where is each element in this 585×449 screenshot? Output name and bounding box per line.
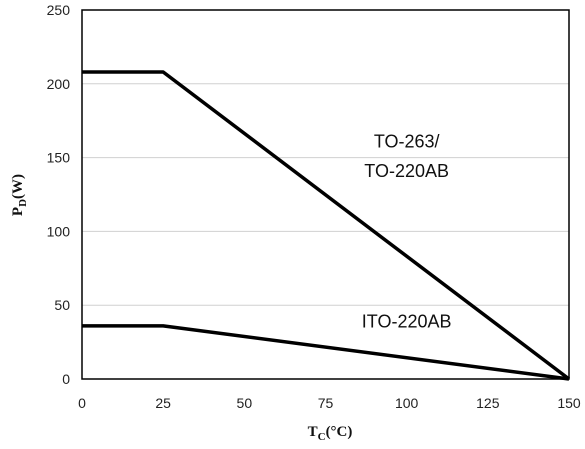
- x-tick-label: 25: [155, 395, 171, 411]
- y-tick-label: 50: [54, 297, 70, 313]
- plot-frame: [81, 9, 570, 380]
- x-tick-label: 0: [78, 395, 86, 411]
- annotation-label: TO-220AB: [364, 161, 449, 181]
- y-tick-labels: 0 50 100 150 200 250: [47, 2, 71, 387]
- y-tick-label: 100: [47, 223, 71, 239]
- series-line-2: [82, 324, 570, 381]
- x-tick-label: 75: [318, 395, 334, 411]
- y-axis-title: PD(W): [10, 174, 29, 216]
- x-tick-label: 125: [476, 395, 500, 411]
- y-tick-label: 150: [47, 150, 71, 166]
- annotations: TO-263/TO-220AB ITO-220AB: [362, 131, 452, 331]
- series-line-1: [82, 70, 571, 381]
- x-tick-labels: 0 25 50 75 100 125 150: [78, 395, 581, 411]
- x-tick-label: 100: [395, 395, 419, 411]
- gridlines: [82, 83, 569, 306]
- y-tick-label: 250: [47, 2, 71, 18]
- y-tick-label: 200: [47, 76, 71, 92]
- annotation-label: ITO-220AB: [362, 311, 452, 331]
- series-layer: [82, 70, 571, 381]
- y-tick-label: 0: [62, 371, 70, 387]
- x-tick-label: 150: [557, 395, 581, 411]
- x-tick-label: 50: [237, 395, 253, 411]
- x-axis-title: TC(°C): [308, 424, 353, 443]
- annotation-label: TO-263/: [374, 131, 440, 151]
